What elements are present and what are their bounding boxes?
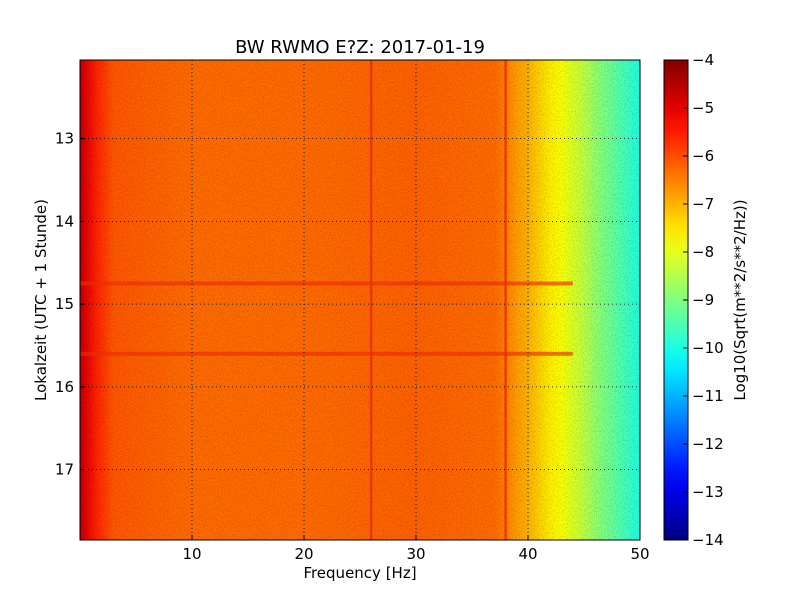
y-axis-label: Lokalzeit (UTC + 1 Stunde) [32, 199, 50, 401]
colorbar-tick-label: −14 [692, 531, 724, 549]
colorbar-tick-label: −6 [692, 147, 714, 165]
x-tick-label: 40 [518, 545, 537, 563]
time-burst-4 [80, 281, 573, 286]
x-tick-label: 20 [294, 545, 313, 563]
colorbar-ticks: −4 −5 −6 −7 −8 −9 −10 −11 −12 −13 −14 [683, 51, 724, 549]
y-tick-label: 15 [55, 295, 74, 313]
y-tick-label: 14 [55, 212, 74, 230]
chart-title: BW RWMO E?Z: 2017-01-19 [235, 37, 485, 58]
spectrogram-plot [79, 59, 641, 541]
spectrogram-texture [80, 60, 640, 540]
x-tick-label: 10 [182, 545, 201, 563]
colorbar-tick-label: −13 [692, 483, 724, 501]
colorbar-tick-label: −9 [692, 291, 714, 309]
spectrogram-features [80, 60, 573, 540]
y-tick-label: 16 [55, 378, 74, 396]
y-tick-label: 17 [55, 461, 74, 479]
colorbar: −4 −5 −6 −7 −8 −9 −10 −11 −12 −13 −14 [663, 51, 724, 549]
x-tick-label: 30 [406, 545, 425, 563]
colorbar-tick-label: −5 [692, 99, 714, 117]
x-axis: 10 20 30 40 50 [182, 535, 650, 563]
colorbar-tick-label: −12 [692, 435, 724, 453]
y-tick-label: 13 [55, 130, 74, 148]
x-tick-label: 50 [630, 545, 649, 563]
colorbar-tick-label: −8 [692, 243, 714, 261]
colorbar-tick-label: −7 [692, 195, 714, 213]
colorbar-label: Log10(Sqrt(m**2/s**2/Hz)) [731, 199, 749, 400]
colorbar-tick-label: −11 [692, 387, 724, 405]
time-burst-3 [80, 351, 573, 356]
x-axis-label: Frequency [Hz] [303, 564, 416, 582]
plot-grid [80, 60, 640, 540]
plot-frame [79, 59, 641, 541]
colorbar-tick-label: −4 [692, 51, 714, 69]
y-axis: 13 14 15 16 17 [55, 130, 85, 479]
colorbar-tick-label: −10 [692, 339, 724, 357]
